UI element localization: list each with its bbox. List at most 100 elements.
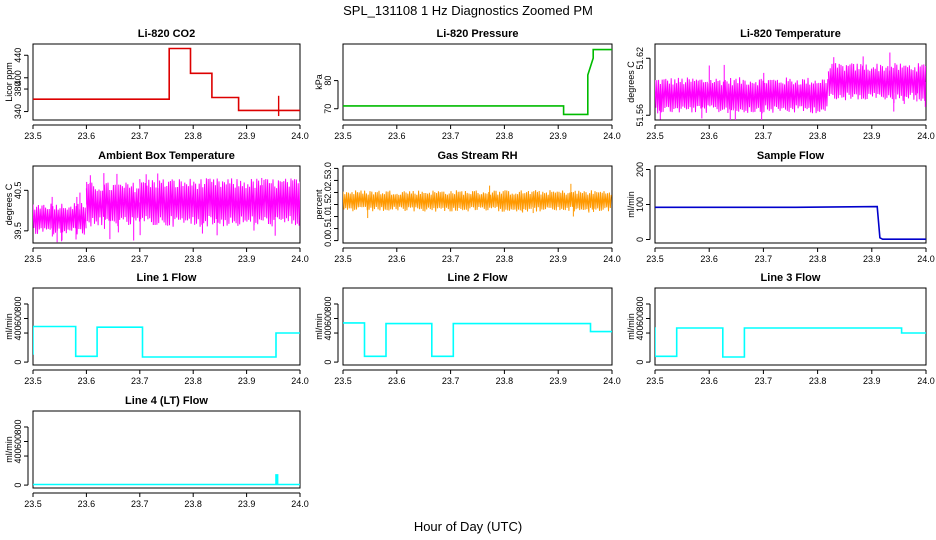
y-tick-label: 400: [13, 449, 23, 464]
x-tick-label: 23.8: [496, 131, 514, 141]
panel-title: Li-820 Pressure: [437, 28, 519, 40]
plot-frame: [654, 287, 927, 366]
x-tick-label: 23.8: [184, 254, 202, 264]
data-layer: [33, 173, 300, 243]
panel-title: Line 4 (LT) Flow: [125, 395, 208, 407]
y-tick-label: 1.0: [323, 210, 333, 223]
x-tick-label: 24.0: [291, 131, 309, 141]
panel-8: Line 2 Flow ml/min 23.5 23.6 23.7 23.8 23.9 24.…: [314, 272, 621, 386]
x-tick-label: 23.7: [131, 376, 149, 386]
y-tick-label: 400: [13, 326, 23, 341]
noise-trace-2: [827, 63, 926, 101]
y-tick-label: 0: [323, 360, 333, 365]
plot-frame: [342, 165, 613, 244]
y-tick-label: 600: [13, 311, 23, 326]
data-layer: [655, 205, 926, 240]
x-tick-label: 23.9: [863, 376, 881, 386]
series-line-1: [655, 205, 926, 240]
data-layer: [655, 52, 926, 120]
x-tick-label: 23.7: [442, 254, 460, 264]
y-tick-label: 51.62: [635, 47, 645, 70]
x-tick-label: 23.9: [863, 131, 881, 141]
x-tick-label: 24.0: [917, 254, 935, 264]
y-axis-label: ml/min: [4, 313, 14, 340]
x-tick-label: 24.0: [917, 131, 935, 141]
y-tick-label: 3.0: [323, 162, 333, 175]
x-tick-label: 23.9: [238, 254, 256, 264]
data-layer: [33, 474, 300, 486]
x-tick-label: 23.9: [549, 131, 567, 141]
panel-title: Li-820 CO2: [138, 28, 195, 40]
x-tick-label: 24.0: [291, 499, 309, 509]
x-tick-label: 23.6: [700, 376, 718, 386]
x-tick-label: 23.6: [78, 254, 96, 264]
x-tick-label: 23.5: [334, 131, 352, 141]
panel-3: Li-820 Temperature degrees C 23.5 23.6 23.7 2…: [626, 28, 935, 141]
y-tick-label: 40.5: [13, 182, 23, 200]
x-tick-label: 23.6: [388, 131, 406, 141]
y-tick-label: 400: [13, 70, 23, 85]
data-layer: [655, 327, 926, 358]
y-axis-label: Licor ppm: [4, 62, 14, 102]
x-tick-label: 23.7: [755, 131, 773, 141]
series-line-1: [343, 48, 612, 116]
x-tick-label: 23.8: [184, 131, 202, 141]
y-tick-label: 70: [323, 104, 333, 114]
series-line-1: [33, 47, 300, 112]
x-tick-label: 23.8: [809, 254, 827, 264]
plot-frame: [342, 287, 613, 366]
x-tick-label: 23.5: [334, 254, 352, 264]
x-tick-label: 24.0: [917, 376, 935, 386]
y-tick-label: 800: [13, 296, 23, 311]
x-tick-label: 23.7: [131, 254, 149, 264]
panel-10: Line 4 (LT) Flow ml/min 23.5 23.6 23.7 23.8 23…: [4, 395, 309, 509]
x-tick-label: 23.6: [78, 499, 96, 509]
x-tick-label: 23.5: [24, 376, 42, 386]
y-tick-label: 0: [635, 237, 645, 242]
x-tick-label: 23.8: [809, 131, 827, 141]
x-tick-label: 23.8: [184, 499, 202, 509]
y-axis-label: ml/min: [314, 313, 324, 340]
y-tick-label: 51.56: [635, 104, 645, 127]
panel-4: Ambient Box Temperature degrees C 23.5 23.6…: [4, 150, 309, 264]
y-tick-label: 400: [323, 326, 333, 341]
series-line-1: [33, 474, 300, 486]
figure-title: SPL_131108 1 Hz Diagnostics Zoomed PM: [343, 3, 593, 18]
y-tick-label: 800: [323, 296, 333, 311]
x-tick-label: 23.7: [442, 131, 460, 141]
x-tick-label: 23.8: [496, 254, 514, 264]
y-axis-label: kPa: [314, 74, 324, 90]
x-tick-label: 23.7: [442, 376, 460, 386]
y-tick-label: 39.5: [13, 222, 23, 240]
y-tick-label: 0.5: [323, 222, 333, 235]
x-tick-label: 23.9: [238, 499, 256, 509]
noise-trace-3: [139, 178, 300, 227]
noise-trace-2: [85, 182, 140, 227]
plot-frame: [342, 43, 613, 121]
y-tick-label: 440: [13, 48, 23, 63]
x-tick-label: 23.5: [646, 131, 664, 141]
x-tick-label: 23.6: [78, 131, 96, 141]
x-tick-label: 23.8: [184, 376, 202, 386]
data-layer: [33, 325, 300, 358]
y-axis-label: ml/min: [4, 436, 14, 463]
noise-trace-1: [655, 77, 829, 114]
y-tick-label: 100: [635, 197, 645, 212]
y-tick-label: 80: [323, 76, 333, 86]
y-tick-label: 600: [13, 434, 23, 449]
x-tick-label: 23.8: [809, 376, 827, 386]
x-tick-label: 23.9: [549, 254, 567, 264]
y-tick-label: 380: [13, 82, 23, 97]
y-axis-label: degrees C: [4, 183, 14, 225]
x-tick-label: 23.5: [24, 499, 42, 509]
x-tick-label: 24.0: [291, 254, 309, 264]
x-tick-label: 23.7: [755, 376, 773, 386]
panel-2: Li-820 Pressure kPa 23.5 23.6 23.7 23.8 23.9 24…: [314, 28, 621, 141]
x-tick-label: 23.5: [646, 376, 664, 386]
panel-title: Sample Flow: [757, 150, 825, 162]
panel-title: Line 2 Flow: [448, 272, 508, 284]
y-tick-label: 600: [635, 311, 645, 326]
y-tick-label: 800: [635, 296, 645, 311]
noise-trace-1: [343, 190, 612, 212]
